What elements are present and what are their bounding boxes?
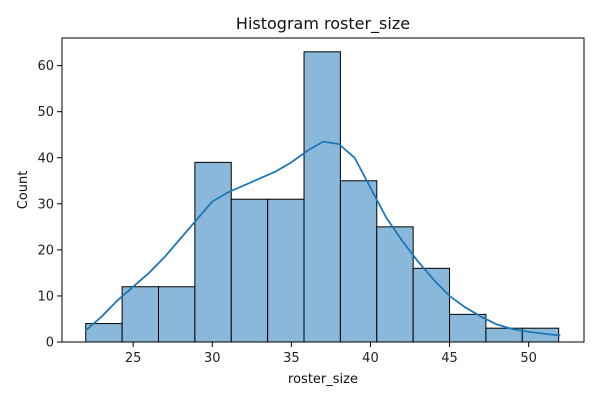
histogram-bar [267, 198, 305, 343]
y-tick-label: 20 [37, 243, 54, 258]
chart-title: Histogram roster_size [236, 14, 410, 34]
x-tick-label: 50 [520, 351, 537, 366]
histogram-bar [230, 198, 269, 343]
plot-frame [61, 37, 585, 343]
histogram-bar [412, 267, 451, 343]
y-tick-label: 40 [37, 151, 54, 166]
y-tick-label: 10 [37, 289, 54, 304]
bars-group [85, 51, 560, 343]
histogram-bar [194, 161, 232, 343]
histogram-bar [157, 286, 196, 343]
y-tick-label: 30 [37, 197, 54, 212]
x-axis-ticks: 25 30 35 40 45 50 [125, 342, 537, 366]
x-tick-label: 25 [125, 351, 142, 366]
histogram-bar [303, 51, 341, 343]
x-axis-label: roster_size [288, 372, 358, 387]
x-tick-label: 40 [362, 351, 379, 366]
y-tick-label: 60 [37, 59, 54, 74]
y-tick-label: 50 [37, 105, 54, 120]
histogram-bar [121, 286, 159, 343]
x-tick-label: 30 [204, 351, 221, 366]
y-tick-label: 0 [46, 336, 54, 351]
x-tick-label: 45 [441, 351, 458, 366]
kde-line [85, 140, 561, 337]
y-axis-ticks: 0 10 20 30 40 50 60 [37, 59, 62, 351]
histogram-bar [339, 180, 378, 343]
x-tick-label: 35 [283, 351, 300, 366]
histogram-bar [449, 313, 487, 343]
histogram-bar [376, 226, 414, 343]
y-axis-label: Count [16, 171, 31, 210]
